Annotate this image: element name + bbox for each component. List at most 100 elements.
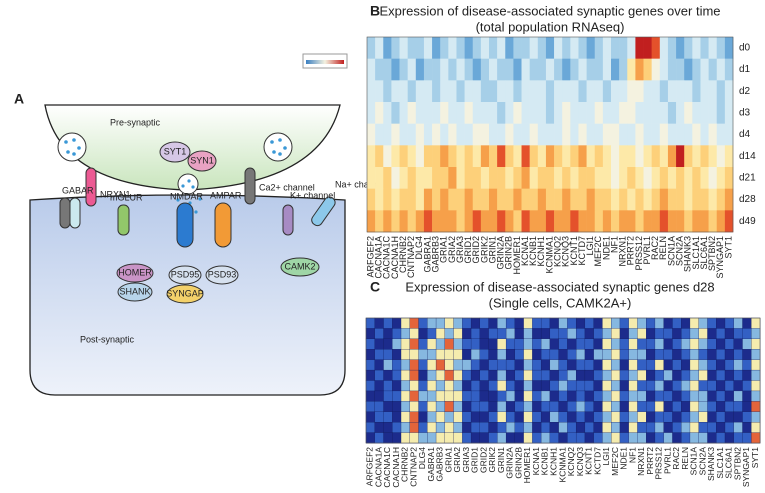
heatmap-cell [540,411,551,423]
heatmap-cell [716,338,726,350]
heatmap-cell [654,359,665,371]
heatmap-cell [567,338,577,350]
heatmap-cell [659,102,669,124]
row-label: d49 [739,216,756,227]
heatmap-cell [505,123,514,146]
heatmap-cell [540,422,551,434]
heatmap-cell [724,210,734,233]
heatmap-cell [733,359,743,371]
heatmap-cell [549,359,560,371]
heatmap-cell [663,369,673,381]
heatmap-cell [440,58,449,81]
heatmap-cell [532,401,542,413]
heatmap-cell [698,349,708,361]
heatmap-cell [689,401,700,413]
heatmap-cell [700,58,709,81]
heatmap-cell [383,390,393,402]
heatmap-cell [383,210,392,233]
label: Pre-synaptic [110,117,161,127]
heatmap-cell [751,359,761,371]
heatmap-cell [407,167,417,189]
heatmap-cell [375,37,384,59]
heatmap-cell [479,359,490,371]
heatmap-cell [523,422,533,434]
heatmap-cell [488,369,498,381]
heatmap-cell [635,167,644,189]
label: Na+ channel [335,179,386,189]
heatmap-cell [521,80,530,103]
heatmap-cell [663,349,673,361]
heatmap-cell [400,317,411,329]
heatmap-cell [684,37,693,59]
heatmap-cell [529,145,539,168]
heatmap-cell [427,380,437,392]
heatmap-cell [654,349,665,361]
heatmap-cell [646,401,656,413]
heatmap-cell [462,369,472,381]
heatmap-cell [651,167,661,189]
column-label: KCTD7 [592,447,602,475]
protein [311,196,336,227]
heatmap-cell [716,359,726,371]
heatmap-cell [584,328,595,340]
heatmap-cell [423,37,433,59]
heatmap-cell [409,359,419,371]
label: NMDAR [170,191,203,201]
heatmap-cell [586,145,596,168]
heatmap-cell [619,123,628,146]
heatmap-cell [432,188,441,211]
heatmap-cell [567,369,577,381]
label: GABAR [62,185,94,195]
heatmap-cell [514,390,525,402]
heatmap-cell [432,58,441,81]
heatmap-cell [637,349,647,361]
heatmap-cell [672,338,682,350]
column-label: GRID1 [470,447,480,473]
heatmap-cell [365,422,376,434]
heatmap-cell [751,317,761,329]
heatmap-cell [407,102,417,124]
label: CAMK2 [284,261,315,271]
heatmap-cell [514,338,525,350]
heatmap-cell [514,349,525,361]
heatmap-cell [637,380,647,392]
heatmap-cell [611,123,620,146]
heatmap-cell [523,401,533,413]
heatmap-cell [532,359,542,371]
column-label: SHANK3 [706,447,716,481]
column-label: PRRT2 [626,236,636,265]
heatmap-cell [692,123,701,146]
heatmap-cell [724,380,735,392]
heatmap-cell [716,349,726,361]
heatmap-cell [628,401,638,413]
heatmap-cell [672,411,682,423]
heatmap-cell [667,102,677,124]
heatmap-cell [464,37,474,59]
heatmap-cell [400,390,411,402]
heatmap-cell [549,422,560,434]
column-label: NDE1 [619,447,629,470]
heatmap-cell [418,432,428,444]
heatmap-cell [523,390,533,402]
heatmap-cell [399,37,408,59]
heatmap-cell [659,123,669,146]
heatmap-cell [435,390,446,402]
heatmap-cell [594,80,604,103]
heatmap-cell [497,338,507,350]
heatmap-cell [435,401,446,413]
column-label: GRIN2B [504,236,514,270]
heatmap-cell [383,432,393,444]
heatmap-cell [619,317,630,329]
heatmap-cell [549,317,560,329]
heatmap-cell [418,349,428,361]
heatmap-cell [578,145,587,168]
heatmap-cell [470,369,481,381]
heatmap-cell [365,432,376,444]
row-label: d3 [739,107,751,118]
heatmap-cell [374,411,384,423]
heatmap-cell [684,188,693,211]
heatmap-cell [427,390,437,402]
heatmap-cell [689,380,700,392]
heatmap-cell [523,317,533,329]
column-label: CACNA1H [390,236,400,279]
